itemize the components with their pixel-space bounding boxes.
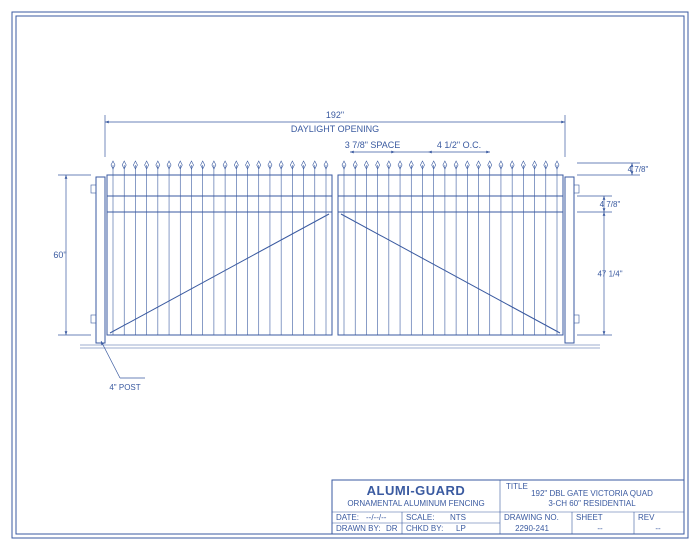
rev-value: --	[655, 524, 661, 533]
svg-text:3 7/8" SPACE: 3 7/8" SPACE	[345, 140, 401, 150]
svg-text:4 7/8": 4 7/8"	[600, 200, 621, 209]
chkd-by-value: LP	[456, 524, 466, 533]
drawing-title-1: 192" DBL GATE VICTORIA QUAD	[531, 489, 653, 498]
svg-text:REV: REV	[638, 513, 655, 522]
svg-text:SCALE:: SCALE:	[406, 513, 434, 522]
svg-text:CHKD BY:: CHKD BY:	[406, 524, 443, 533]
svg-text:60": 60"	[53, 250, 66, 260]
svg-text:DAYLIGHT OPENING: DAYLIGHT OPENING	[291, 124, 379, 134]
svg-text:192": 192"	[326, 110, 344, 120]
svg-text:DRAWING NO.: DRAWING NO.	[504, 513, 559, 522]
svg-text:DATE:: DATE:	[336, 513, 359, 522]
post-label: 4" POST	[109, 383, 140, 392]
outer-border	[12, 12, 688, 538]
scale-value: NTS	[450, 513, 466, 522]
date-value: --/--/--	[366, 513, 387, 522]
drawing-title-2: 3-CH 60" RESIDENTIAL	[548, 499, 636, 508]
company-name: ALUMI-GUARD	[367, 483, 466, 498]
title-label: TITLE	[506, 482, 528, 491]
svg-text:47 1/4": 47 1/4"	[597, 270, 622, 279]
sheet-value: --	[597, 524, 603, 533]
drawing-number: 2290-241	[515, 524, 549, 533]
svg-text:4 1/2" O.C.: 4 1/2" O.C.	[437, 140, 481, 150]
svg-text:4 7/8": 4 7/8"	[628, 165, 649, 174]
drawing-canvas: 192" DAYLIGHT OPENING 3 7/8" SPACE 4 1/2" O…	[0, 0, 700, 550]
company-subtitle: ORNAMENTAL ALUMINUM FENCING	[347, 499, 484, 508]
svg-text:SHEET: SHEET	[576, 513, 603, 522]
svg-text:DRAWN BY:: DRAWN BY:	[336, 524, 381, 533]
drawn-by-value: DR	[386, 524, 398, 533]
